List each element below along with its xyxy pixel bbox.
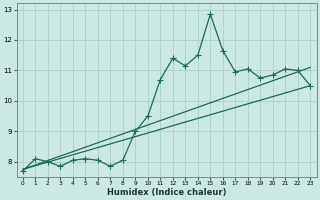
X-axis label: Humidex (Indice chaleur): Humidex (Indice chaleur) <box>107 188 226 197</box>
